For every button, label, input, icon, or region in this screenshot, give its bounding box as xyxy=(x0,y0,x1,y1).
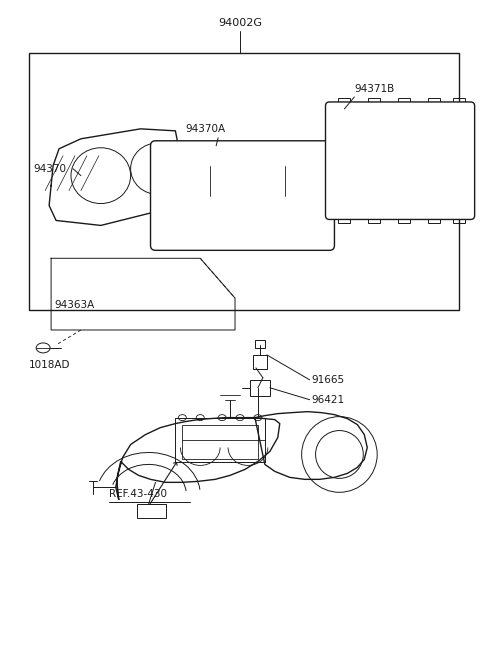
FancyBboxPatch shape xyxy=(325,102,475,220)
Bar xyxy=(368,215,380,224)
Text: 1018AD: 1018AD xyxy=(29,360,71,370)
Bar xyxy=(447,182,468,194)
Bar xyxy=(175,418,265,462)
Ellipse shape xyxy=(206,192,214,199)
Bar xyxy=(428,98,440,106)
Bar xyxy=(250,380,270,396)
Bar xyxy=(182,424,258,459)
Text: 96421: 96421 xyxy=(312,395,345,405)
Bar xyxy=(368,98,380,106)
Bar xyxy=(447,135,468,146)
Text: 94370A: 94370A xyxy=(185,124,226,134)
Bar xyxy=(332,151,353,162)
Text: 94002G: 94002G xyxy=(218,18,262,28)
Bar xyxy=(447,151,468,162)
Bar xyxy=(332,199,353,209)
Bar xyxy=(398,98,410,106)
Text: 94371B: 94371B xyxy=(354,84,395,94)
Bar xyxy=(332,182,353,194)
Ellipse shape xyxy=(281,192,288,199)
Bar xyxy=(447,167,468,178)
Bar xyxy=(255,340,265,348)
Bar xyxy=(453,98,465,106)
Bar xyxy=(332,135,353,146)
Text: 94363A: 94363A xyxy=(54,300,95,310)
Bar xyxy=(332,167,353,178)
Text: REF.43-430: REF.43-430 xyxy=(109,489,167,499)
Bar xyxy=(29,53,459,310)
FancyBboxPatch shape xyxy=(151,141,335,251)
Bar xyxy=(447,199,468,209)
Bar xyxy=(453,215,465,224)
Bar xyxy=(332,119,353,130)
Bar xyxy=(428,215,440,224)
Bar xyxy=(398,215,410,224)
Bar xyxy=(338,215,350,224)
Bar xyxy=(447,119,468,130)
Text: 94370: 94370 xyxy=(33,164,66,174)
Bar xyxy=(253,355,267,369)
Text: 91665: 91665 xyxy=(312,375,345,385)
Ellipse shape xyxy=(335,105,344,113)
Bar xyxy=(338,98,350,106)
Bar xyxy=(137,504,167,518)
